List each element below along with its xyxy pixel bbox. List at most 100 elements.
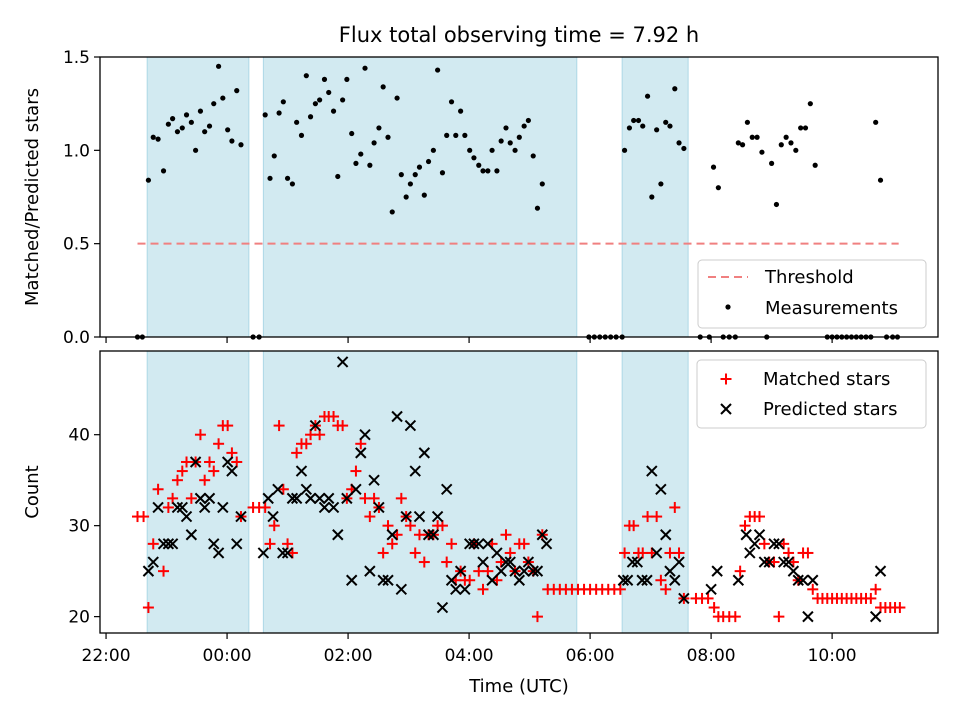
legend-predicted-label: Predicted stars	[763, 399, 897, 420]
measurement-point	[773, 201, 780, 208]
bottom-y-tick-label: 20	[68, 608, 90, 628]
predicted-star-point	[440, 483, 453, 495]
measurement-point	[206, 123, 213, 129]
predicted-star-point	[650, 547, 663, 559]
predicted-star-point	[418, 447, 431, 459]
legend-matched-marker	[720, 373, 732, 385]
matched-star-point	[807, 583, 819, 595]
measurement-point	[476, 162, 482, 168]
measurement-point	[715, 185, 721, 191]
measurement-point	[183, 112, 190, 118]
matched-star-point	[337, 420, 349, 432]
predicted-star-point	[157, 538, 170, 550]
matched-star-point	[729, 611, 741, 623]
measurement-point	[358, 151, 364, 157]
matched-star-point	[418, 556, 430, 568]
legend-measurements-swatch	[725, 304, 731, 310]
predicted-star-point	[797, 574, 809, 586]
measurement-point	[312, 101, 318, 107]
matched-star-point	[300, 438, 312, 450]
matched-star-point	[142, 602, 154, 614]
predicted-star-point	[711, 565, 723, 577]
predicted-star-point	[748, 538, 761, 550]
observing-window	[262, 350, 578, 634]
measurement-point	[197, 108, 204, 114]
predicted-star-point	[400, 510, 412, 523]
predicted-star-point	[782, 556, 795, 568]
measurement-point	[330, 108, 337, 114]
measurement-point	[416, 164, 423, 170]
predicted-star-point	[231, 538, 243, 550]
measurement-point	[150, 134, 156, 140]
matched-star-point	[162, 501, 174, 513]
predicted-star-point	[626, 556, 639, 568]
legend-predicted-marker	[720, 403, 732, 415]
matched-star-point	[773, 611, 785, 623]
measurement-point	[367, 162, 373, 168]
measurement-point	[174, 129, 181, 135]
predicted-star-point	[802, 610, 814, 623]
bottom-panel: 20 30 40 22:00 00:00 02:00 04:00 06:00 08:00 10:…	[22, 350, 939, 697]
x-axis-label: Time (UTC)	[468, 676, 569, 697]
measurement-point	[635, 117, 642, 124]
matched-star-point	[441, 556, 453, 568]
top-y-axis: 0.0 0.5 1.0 1.5	[63, 48, 100, 348]
measurement-point	[783, 134, 789, 140]
top-y-tick-label: 0.0	[63, 328, 90, 348]
predicted-star-point	[286, 492, 299, 505]
predicted-star-point	[267, 510, 279, 523]
predicted-star-point	[235, 510, 247, 523]
matched-star-point	[802, 547, 814, 559]
matched-star-point	[386, 538, 398, 550]
measurement-point	[534, 205, 541, 211]
matched-star-point	[395, 492, 407, 504]
x-tick-label: 08:00	[687, 646, 736, 666]
predicted-star-point	[300, 483, 313, 495]
predicted-star-point	[422, 529, 435, 541]
matched-star-point	[655, 574, 667, 586]
predicted-star-point	[350, 483, 362, 495]
predicted-star-point	[395, 583, 408, 596]
measurement-point	[289, 181, 296, 187]
measurement-point	[335, 173, 341, 180]
matched-star-point	[147, 538, 159, 550]
predicted-star-point	[359, 428, 371, 441]
predicted-star-point	[513, 574, 526, 586]
measurement-point	[389, 209, 395, 215]
measurement-point	[640, 123, 646, 129]
predicted-star-point	[732, 574, 745, 586]
bottom-legend-box	[696, 359, 927, 429]
matched-star-point	[500, 529, 512, 541]
measurement-point	[412, 172, 418, 178]
matched-star-point	[708, 602, 720, 614]
measurement-point	[344, 76, 350, 82]
predicted-star-point	[313, 492, 326, 505]
matched-star-point	[673, 547, 685, 559]
measurement-point	[298, 132, 305, 138]
measurement-point	[471, 155, 477, 161]
measurement-point	[626, 125, 633, 131]
predicted-star-point	[171, 501, 184, 514]
matched-star-point	[446, 538, 458, 550]
predicted-star-point	[773, 538, 785, 550]
bottom-legend: Matched stars Predicted stars	[696, 359, 927, 429]
measurement-point	[303, 73, 309, 79]
predicted-star-point	[203, 492, 216, 505]
top-panel: 0.0 0.5 1.0 1.5 Matched/Predicted stars Thr…	[22, 48, 939, 348]
predicted-star-point	[655, 483, 667, 495]
matched-star-point	[282, 538, 294, 550]
predicted-star-point	[436, 601, 449, 614]
predicted-star-point	[669, 574, 681, 586]
matched-star-point	[264, 538, 276, 550]
predicted-star-point	[386, 529, 398, 541]
measurement-point	[394, 95, 400, 101]
measurement-point	[155, 136, 161, 142]
predicted-star-point	[468, 538, 480, 550]
matched-star-point	[619, 547, 631, 559]
predicted-star-point	[678, 592, 690, 605]
measurement-point	[462, 132, 468, 138]
measurement-point	[621, 147, 628, 153]
matched-star-point	[204, 456, 216, 468]
measurement-point	[802, 125, 809, 131]
predicted-star-point	[364, 565, 376, 577]
